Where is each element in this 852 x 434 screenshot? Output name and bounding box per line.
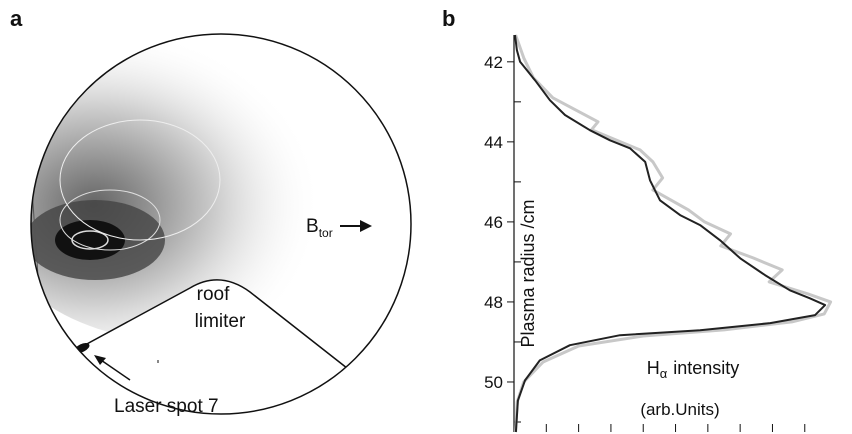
- x-label-text: intensity: [673, 358, 739, 378]
- panel-label: a: [10, 6, 23, 31]
- y-tick-label: 44: [484, 133, 503, 152]
- x-axis-label: Hα intensity: [647, 358, 740, 381]
- view-circle: [30, 33, 412, 415]
- x-axis-units: (arb.Units): [640, 400, 719, 419]
- data-line: [514, 34, 833, 433]
- x-label-symbol: H: [647, 358, 660, 378]
- y-tick-label: 46: [484, 213, 503, 232]
- laser-label: Laser spot 7: [114, 396, 219, 417]
- panel-label: b: [442, 6, 455, 31]
- camera-image: [31, 40, 411, 414]
- data-line: [514, 34, 827, 433]
- y-tick-label: 42: [484, 53, 503, 72]
- y-tick-label: 48: [484, 293, 503, 312]
- laser-arrow: [97, 357, 131, 381]
- field-label: Btor: [306, 216, 333, 240]
- y-tick-label: 50: [484, 373, 503, 392]
- x-label-subscript: α: [660, 366, 668, 381]
- y-axis-label: Plasma radius /cm: [518, 199, 538, 347]
- limiter-label: limiter: [195, 311, 246, 332]
- roof-label: roof: [197, 284, 230, 305]
